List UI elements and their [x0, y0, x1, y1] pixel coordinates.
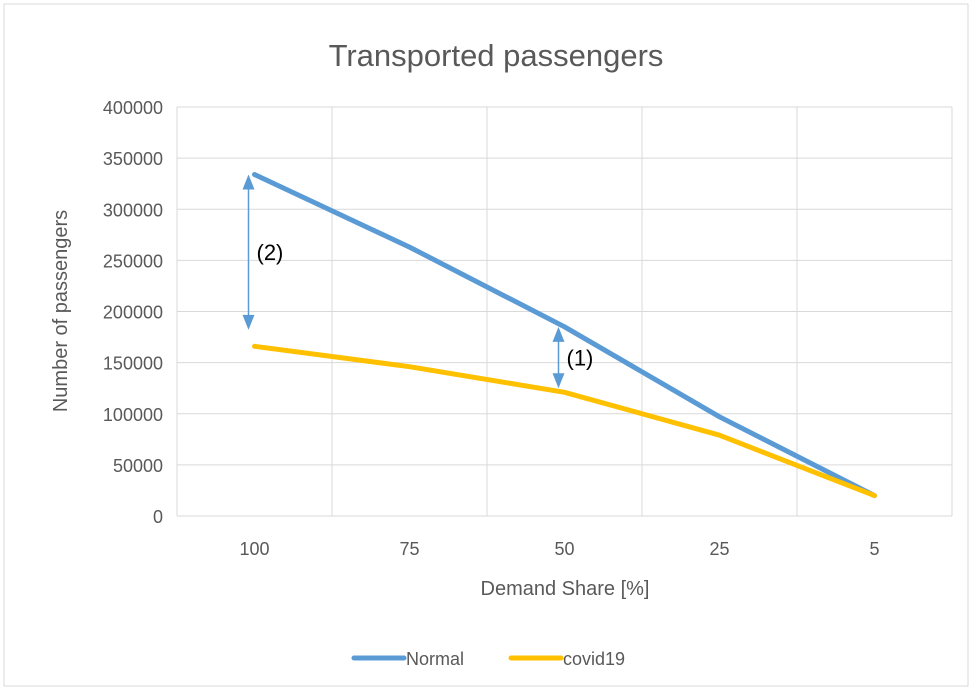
y-tick-label: 50000: [113, 456, 163, 476]
arrowhead-down-icon: [552, 373, 565, 389]
x-axis-label: Demand Share [%]: [481, 578, 650, 600]
y-axis-label: Number of passengers: [50, 210, 72, 412]
y-tick-label: 300000: [103, 200, 163, 220]
x-tick-label: 100: [239, 539, 269, 559]
series-lines: [252, 172, 877, 499]
legend-label: covid19: [563, 649, 625, 669]
x-tick-label: 5: [869, 539, 879, 559]
y-tick-label: 0: [153, 507, 163, 527]
y-tick-label: 350000: [103, 149, 163, 169]
series-line-covid19: [252, 343, 877, 499]
chart-area-border: [3, 3, 969, 687]
chart-title: Transported passengers: [329, 38, 664, 73]
x-tick-label: 50: [554, 539, 574, 559]
y-tick-label: 150000: [103, 354, 163, 374]
series-line-normal: [252, 172, 877, 499]
legend: Normal covid19: [351, 649, 625, 669]
annotations: (2) (1): [242, 174, 594, 389]
gridlines: [176, 106, 953, 517]
annotation-label: (2): [257, 240, 284, 265]
x-tick-label: 75: [399, 539, 419, 559]
arrowhead-down-icon: [242, 314, 255, 330]
y-tick-label: 100000: [103, 405, 163, 425]
y-tick-label: 400000: [103, 98, 163, 118]
legend-label: Normal: [406, 649, 464, 669]
y-tick-label: 250000: [103, 251, 163, 271]
y-tick-label: 200000: [103, 303, 163, 323]
arrowhead-up-icon: [242, 174, 255, 190]
arrowhead-up-icon: [552, 326, 565, 342]
x-tick-label: 25: [709, 539, 729, 559]
annotation-label: (1): [567, 346, 594, 371]
axis-ticks: 0 50000 100000 150000 200000 250000 300000 3500…: [103, 98, 880, 559]
